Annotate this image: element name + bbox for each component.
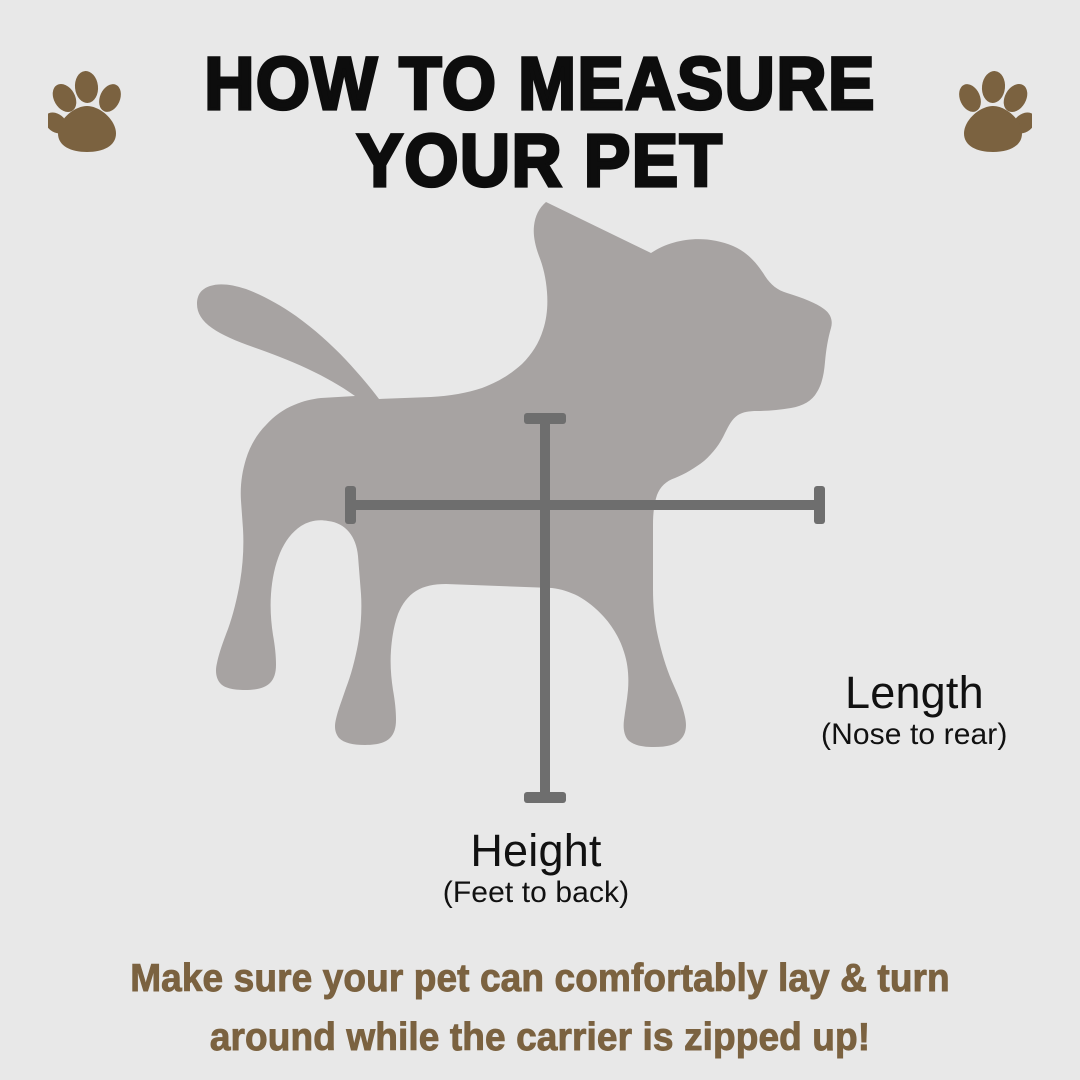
length-measurement-label: Length (Nose to rear) (821, 667, 1007, 756)
length-label-text: Length (845, 667, 984, 718)
height-label-note: (Feet to back) (442, 876, 630, 909)
header: HOW TO MEASURE YOUR PET (0, 0, 1080, 210)
height-measurement-label: Height (Feet to back) (0, 828, 1080, 914)
footer-note: Make sure your pet can comfortably lay &… (0, 950, 1080, 1067)
paw-print-icon (954, 62, 1036, 154)
title-line-2: YOUR PET (355, 119, 724, 203)
footer-line-1: Make sure your pet can comfortably lay &… (130, 957, 950, 1001)
length-label-note: (Nose to rear) (821, 718, 1008, 751)
length-measure-line (345, 486, 825, 524)
height-label-text: Height (470, 825, 602, 876)
dog-silhouette (197, 202, 832, 747)
title-line-1: HOW TO MEASURE (203, 42, 876, 125)
page-title: HOW TO MEASURE YOUR PET (0, 42, 1080, 203)
measurement-illustration: Length (Nose to rear) (0, 200, 1080, 940)
height-measure-line (524, 413, 566, 803)
paw-print-icon (44, 62, 126, 154)
footer-line-2: around while the carrier is zipped up! (209, 1015, 871, 1059)
